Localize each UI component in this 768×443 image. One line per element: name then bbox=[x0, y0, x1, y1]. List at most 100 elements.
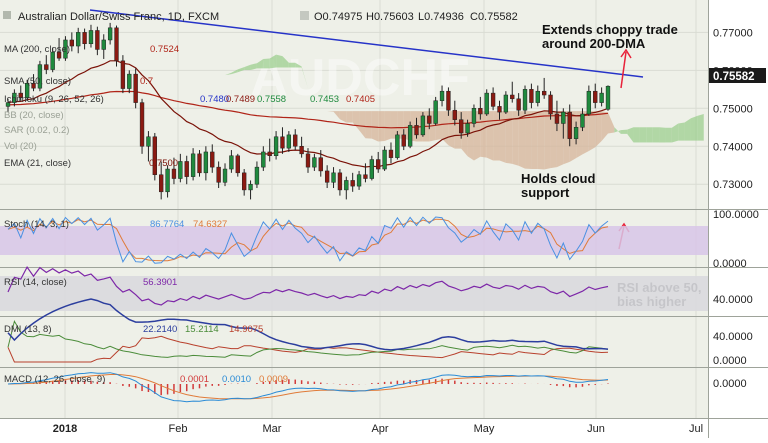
cloud-segment bbox=[276, 54, 283, 68]
macd-signal-value: 0.0010 bbox=[222, 374, 251, 385]
cloud-segment bbox=[359, 111, 366, 139]
candle bbox=[101, 34, 106, 59]
candle bbox=[542, 77, 547, 99]
candle bbox=[248, 180, 253, 200]
rsi-label: RSI (14, close) bbox=[4, 277, 67, 288]
candle bbox=[312, 153, 317, 171]
cloud-segment bbox=[505, 111, 513, 164]
indicator-axis: 100.0000 0.0000 40.0000 40.0000 0.0000 0… bbox=[713, 209, 759, 390]
time-tick: Jul bbox=[689, 423, 703, 435]
rsi-legend: RSI (14, close) 56.3901 bbox=[4, 277, 177, 288]
cloud-segment bbox=[639, 127, 647, 143]
cloud-segment bbox=[237, 67, 245, 73]
candle bbox=[267, 138, 272, 162]
ichimoku-v2: 0.7489 bbox=[226, 94, 255, 105]
cloud-segment bbox=[512, 111, 519, 166]
cloud-segment bbox=[499, 111, 506, 163]
candle bbox=[293, 129, 298, 151]
sar-label: SAR (0.02, 0.2) bbox=[4, 125, 69, 136]
cloud-segment bbox=[525, 111, 532, 170]
candle bbox=[107, 22, 113, 45]
candle bbox=[452, 100, 457, 126]
price-tick: 0.74000 bbox=[713, 141, 753, 153]
cloud-segment bbox=[301, 66, 308, 89]
candle bbox=[261, 146, 266, 171]
candle bbox=[127, 70, 132, 94]
cloud-segment bbox=[397, 111, 404, 139]
macd-panel-bg bbox=[0, 368, 708, 418]
cloud-segment bbox=[448, 111, 455, 149]
candle bbox=[369, 155, 374, 181]
cloud-segment bbox=[652, 127, 660, 143]
candle bbox=[363, 163, 368, 183]
last-price-badge: 0.75582 bbox=[709, 68, 766, 83]
candle bbox=[146, 131, 151, 162]
macd-label: MACD (12, 26, close, 9) bbox=[4, 374, 105, 385]
candle bbox=[190, 148, 196, 181]
cloud-segment bbox=[231, 69, 238, 75]
candle bbox=[286, 131, 292, 152]
candle bbox=[18, 85, 23, 101]
candle bbox=[254, 161, 260, 189]
candle bbox=[171, 157, 177, 185]
annotation-cloud: Holds cloud support bbox=[521, 171, 599, 200]
candle bbox=[439, 85, 445, 107]
annotation-cloud-line-2: support bbox=[521, 185, 570, 200]
dmi-tick-40: 40.0000 bbox=[713, 331, 753, 343]
candle bbox=[69, 32, 74, 52]
time-axis: 2018 Feb Mar Apr May Jun Jul bbox=[53, 423, 703, 435]
candle bbox=[133, 68, 138, 109]
candle bbox=[459, 112, 464, 139]
dmi-label: DMI (13, 8) bbox=[4, 324, 52, 335]
ohlc-low: L0.74936 bbox=[418, 11, 464, 23]
candle bbox=[324, 165, 330, 189]
cloud-segment bbox=[493, 111, 500, 161]
candle bbox=[395, 131, 400, 160]
collapse-icon[interactable] bbox=[3, 11, 11, 19]
candle bbox=[235, 153, 240, 177]
cloud-segment bbox=[678, 122, 685, 141]
cloud-segment bbox=[256, 58, 264, 69]
cloud-segment bbox=[684, 118, 691, 141]
ma-value: 0.7524 bbox=[150, 44, 179, 55]
price-tick: 0.73000 bbox=[713, 179, 753, 191]
macd-value: 0.0001 bbox=[180, 374, 209, 385]
candle bbox=[593, 83, 598, 109]
ichimoku-label: Ichimoku (9, 26, 52, 26) bbox=[4, 94, 104, 105]
symbol-title: Australian Dollar/Swiss Franc, 1D, FXCM bbox=[18, 11, 219, 23]
candle bbox=[139, 98, 145, 154]
candle bbox=[573, 121, 579, 145]
candle bbox=[388, 142, 394, 164]
candle bbox=[427, 108, 432, 130]
annotation-top: Extends choppy trade around 200-DMA bbox=[542, 22, 681, 51]
cloud-segment bbox=[550, 111, 557, 169]
dmi-legend: DMI (13, 8) 22.2140 15.2114 14.9075 bbox=[4, 324, 263, 335]
annotation-cloud-line-1: Holds cloud bbox=[521, 171, 595, 186]
candle bbox=[82, 28, 87, 50]
candle bbox=[586, 85, 592, 116]
candle bbox=[229, 150, 234, 173]
time-tick: Apr bbox=[371, 423, 388, 435]
last-price-value: 0.75582 bbox=[713, 71, 755, 83]
cloud-segment bbox=[371, 111, 379, 142]
candle bbox=[446, 87, 451, 116]
ichimoku-v5: 0.7405 bbox=[346, 94, 375, 105]
dmi-tick-0: 0.0000 bbox=[713, 355, 747, 367]
dmi-adx-value: 22.2140 bbox=[143, 324, 177, 335]
sma-label: SMA (50, close) bbox=[4, 76, 71, 87]
macd-line bbox=[7, 372, 609, 403]
rsi-value: 56.3901 bbox=[143, 277, 177, 288]
cloud-segment bbox=[225, 72, 232, 76]
stoch-tick-100: 100.0000 bbox=[713, 209, 759, 221]
candle bbox=[242, 169, 247, 196]
settings-icon[interactable] bbox=[300, 11, 309, 20]
rsi-band bbox=[0, 276, 708, 311]
candle bbox=[273, 131, 279, 160]
candle bbox=[484, 89, 489, 116]
candle bbox=[605, 85, 611, 111]
cloud-segment bbox=[627, 127, 634, 143]
candle bbox=[222, 163, 228, 187]
rsi-tick-40: 40.0000 bbox=[713, 294, 753, 306]
candle bbox=[490, 87, 496, 111]
